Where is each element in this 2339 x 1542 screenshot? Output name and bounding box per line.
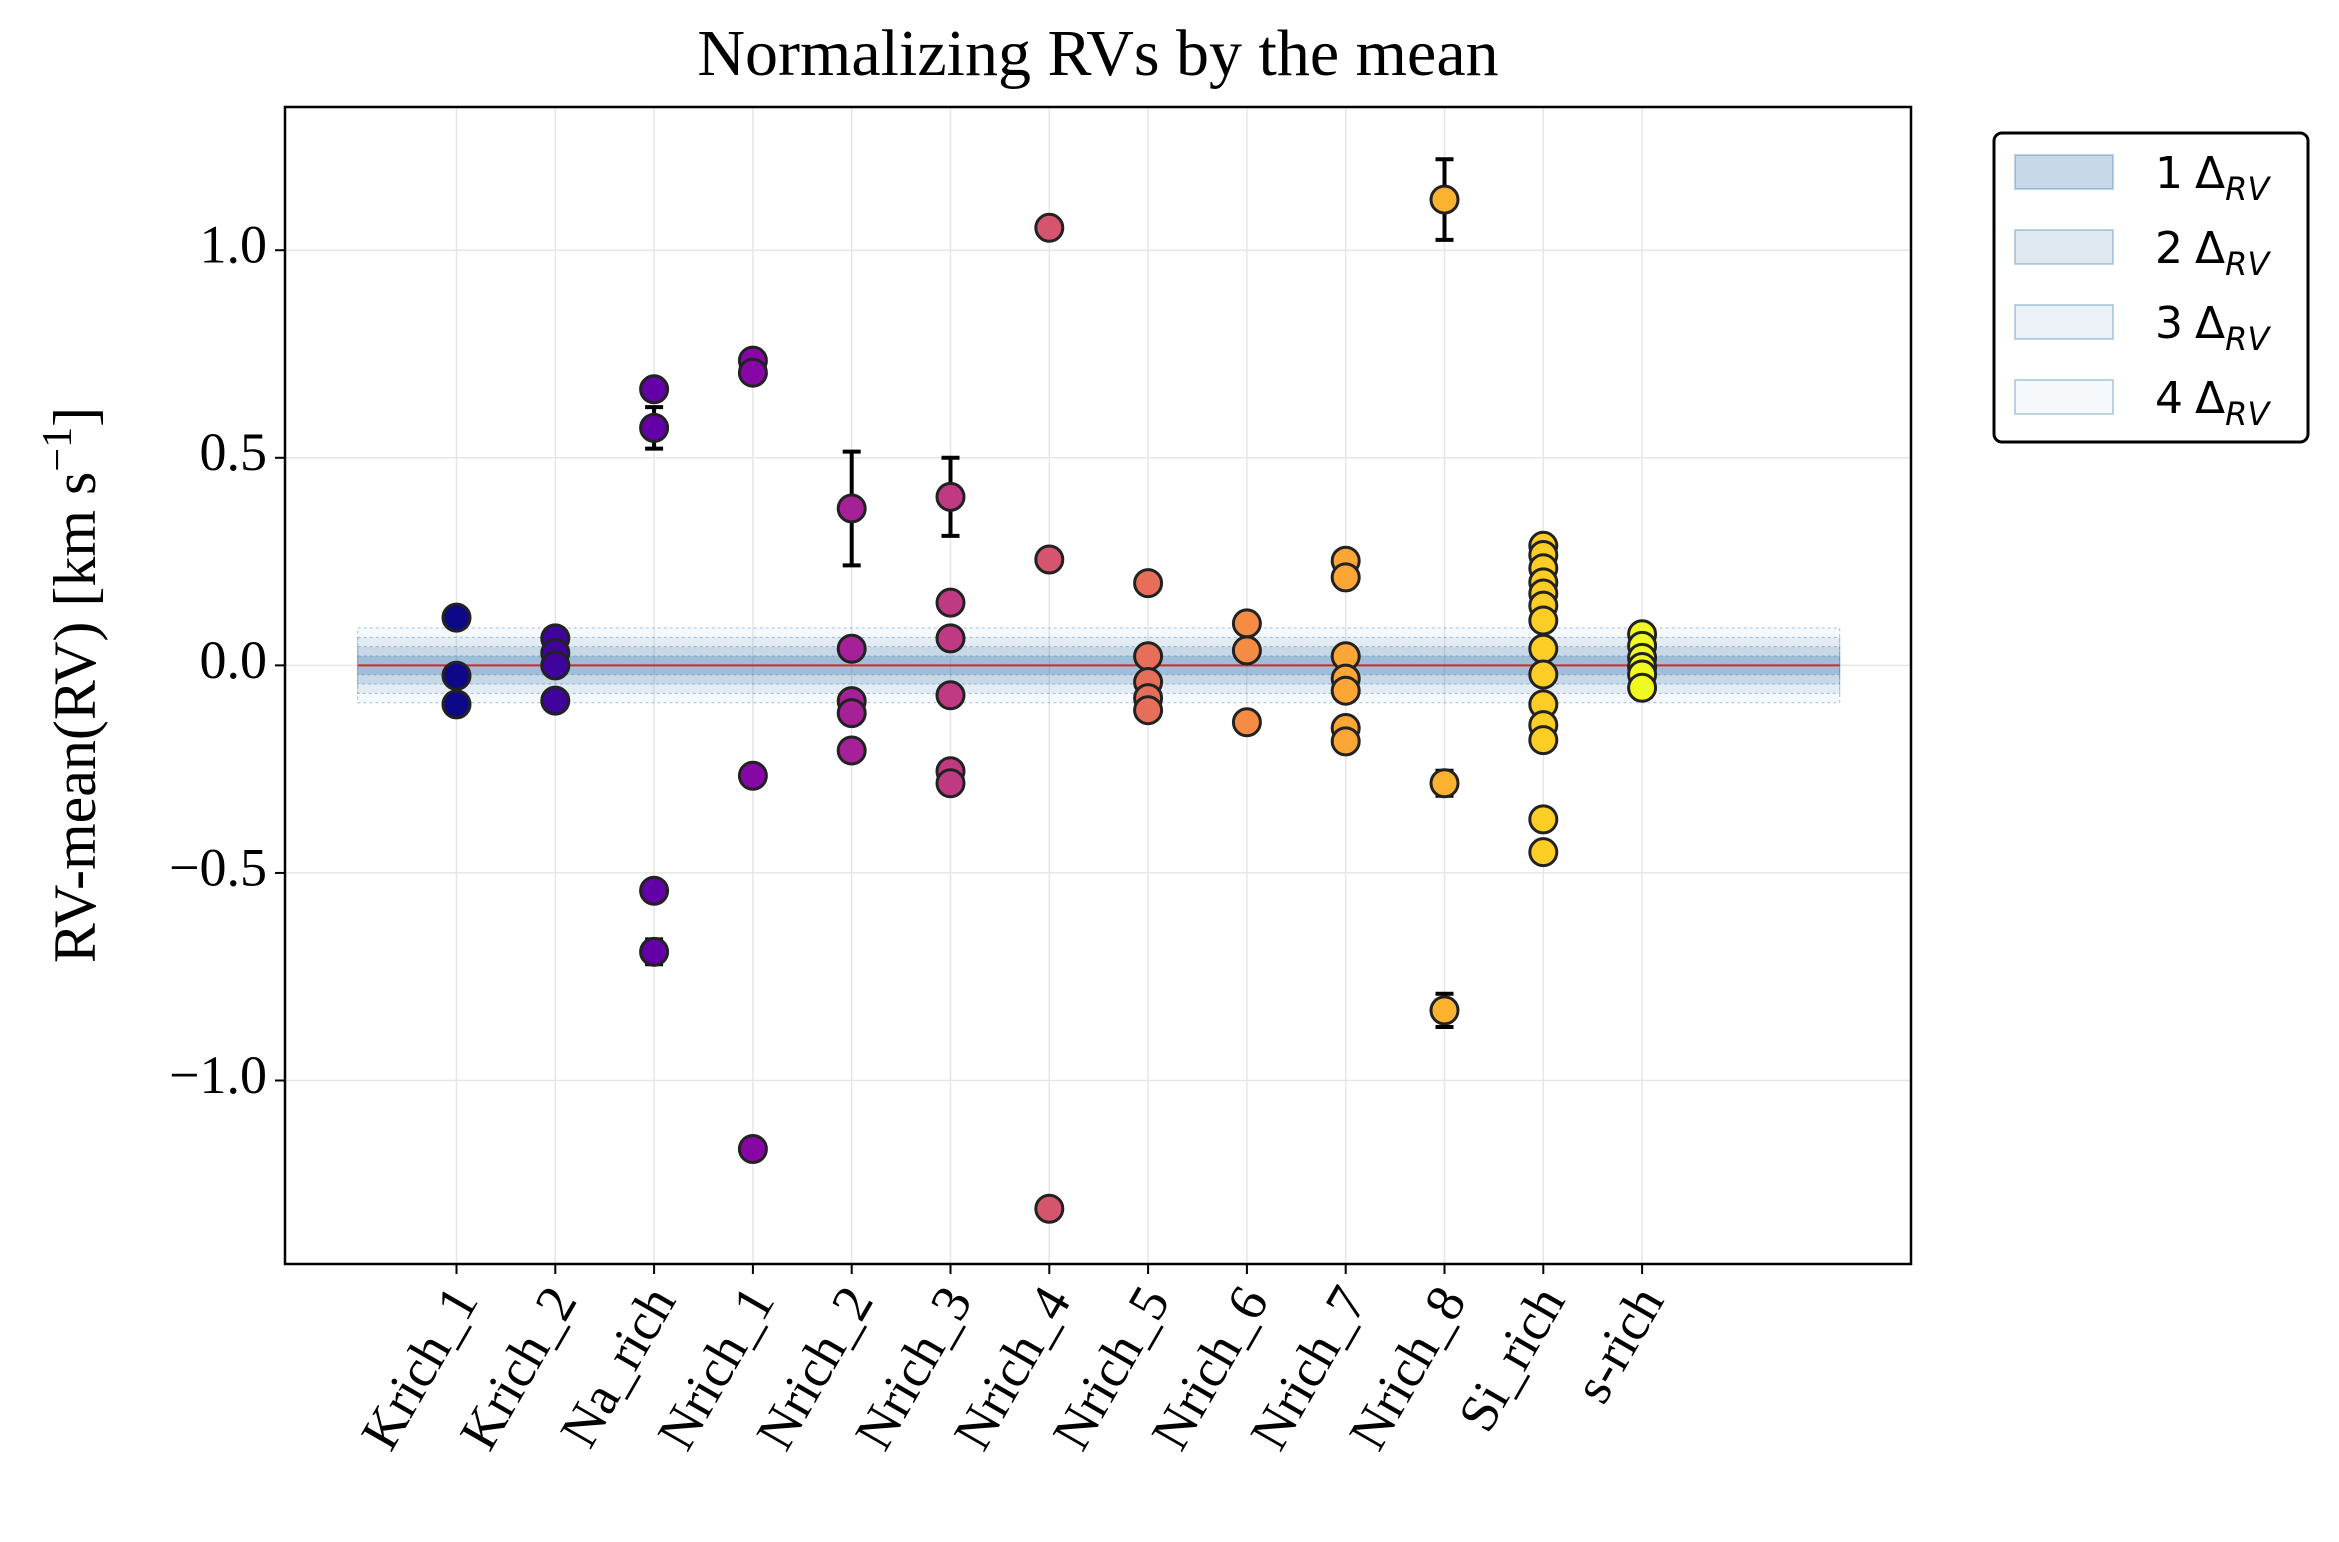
point (1429, 995, 1460, 1026)
legend-n: 1 (2155, 148, 2183, 199)
point (1528, 633, 1559, 664)
legend-n: 2 (2155, 223, 2183, 274)
point (836, 633, 867, 664)
point (935, 587, 966, 618)
point (1231, 608, 1262, 639)
point (935, 481, 966, 512)
point (935, 768, 966, 799)
legend-sub: RV (2225, 320, 2271, 358)
point (1133, 695, 1164, 726)
point (1133, 568, 1164, 599)
point (1133, 641, 1164, 672)
point (1528, 804, 1559, 835)
legend-delta: Δ (2195, 148, 2225, 199)
legend-swatch (2014, 229, 2114, 265)
legend-sub: RV (2225, 395, 2271, 433)
x-tick-label: s-rich (1562, 1276, 1675, 1412)
point (639, 875, 670, 906)
point (441, 660, 472, 691)
point (639, 936, 670, 967)
y-axis-label-text: RV-mean(RV) [km s (42, 472, 108, 963)
legend-swatch (2014, 154, 2114, 190)
point (1330, 726, 1361, 757)
point (737, 760, 768, 791)
legend-label: 2 ΔRV (2155, 223, 2271, 283)
point (1528, 659, 1559, 690)
point (935, 623, 966, 654)
point (1330, 675, 1361, 706)
legend-label: 3 ΔRV (2155, 298, 2271, 358)
point (737, 357, 768, 388)
point (935, 680, 966, 711)
point (1627, 672, 1658, 703)
point (737, 1134, 768, 1165)
chart-title: Normalizing RVs by the mean (697, 17, 1498, 90)
point (836, 735, 867, 766)
point (639, 374, 670, 405)
y-tick-label: 1.0 (200, 215, 268, 275)
plot-frame (283, 105, 1913, 1266)
point (1034, 212, 1065, 243)
point (1429, 768, 1460, 799)
legend-n: 4 (2155, 373, 2183, 424)
legend-sub: RV (2225, 170, 2271, 208)
y-axis-label: RV-mean(RV) [km s−1] (35, 407, 108, 963)
legend-box (1992, 131, 2310, 444)
point (836, 493, 867, 524)
legend-delta: Δ (2195, 223, 2225, 274)
point (1429, 184, 1460, 215)
legend-delta: Δ (2195, 373, 2225, 424)
point (1034, 1193, 1065, 1224)
point (540, 650, 571, 681)
point (441, 602, 472, 633)
point (1231, 635, 1262, 666)
point (1528, 837, 1559, 868)
legend-label: 1 ΔRV (2155, 148, 2271, 208)
y-tick-label: 0.0 (200, 630, 268, 690)
point (639, 412, 670, 443)
legend-swatch (2014, 304, 2114, 340)
point (1528, 605, 1559, 636)
y-tick-label: −0.5 (169, 837, 267, 897)
y-axis-label-end: ] (42, 407, 108, 427)
legend-swatch (2014, 379, 2114, 415)
point (1330, 562, 1361, 593)
point (836, 698, 867, 729)
legend-n: 3 (2155, 298, 2183, 349)
point (540, 685, 571, 716)
y-axis-label-sup: −1 (35, 427, 81, 472)
y-tick-label: 0.5 (200, 422, 268, 482)
point (1528, 725, 1559, 756)
legend-sub: RV (2225, 245, 2271, 283)
legend-delta: Δ (2195, 298, 2225, 349)
point (441, 689, 472, 720)
point (1034, 544, 1065, 575)
point (1231, 707, 1262, 738)
legend-label: 4 ΔRV (2155, 373, 2271, 433)
y-tick-label: −1.0 (169, 1045, 267, 1105)
